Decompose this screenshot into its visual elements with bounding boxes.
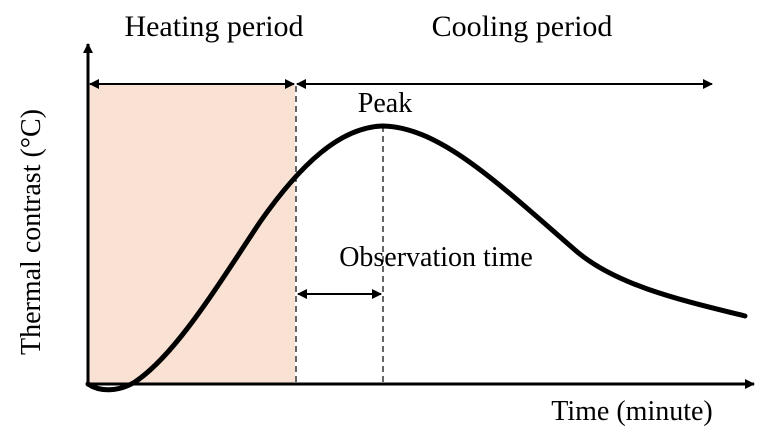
observation-time-label: Observation time	[339, 242, 533, 273]
heating-period-label: Heating period	[124, 10, 303, 43]
y-axis-label: Thermal contrast (°C)	[16, 109, 47, 355]
thermal-contrast-curve	[85, 123, 748, 393]
peak-label: Peak	[358, 88, 412, 119]
heating-region	[88, 84, 295, 384]
cooling-period-label: Cooling period	[432, 10, 613, 43]
x-axis-label: Time (minute)	[551, 396, 713, 427]
